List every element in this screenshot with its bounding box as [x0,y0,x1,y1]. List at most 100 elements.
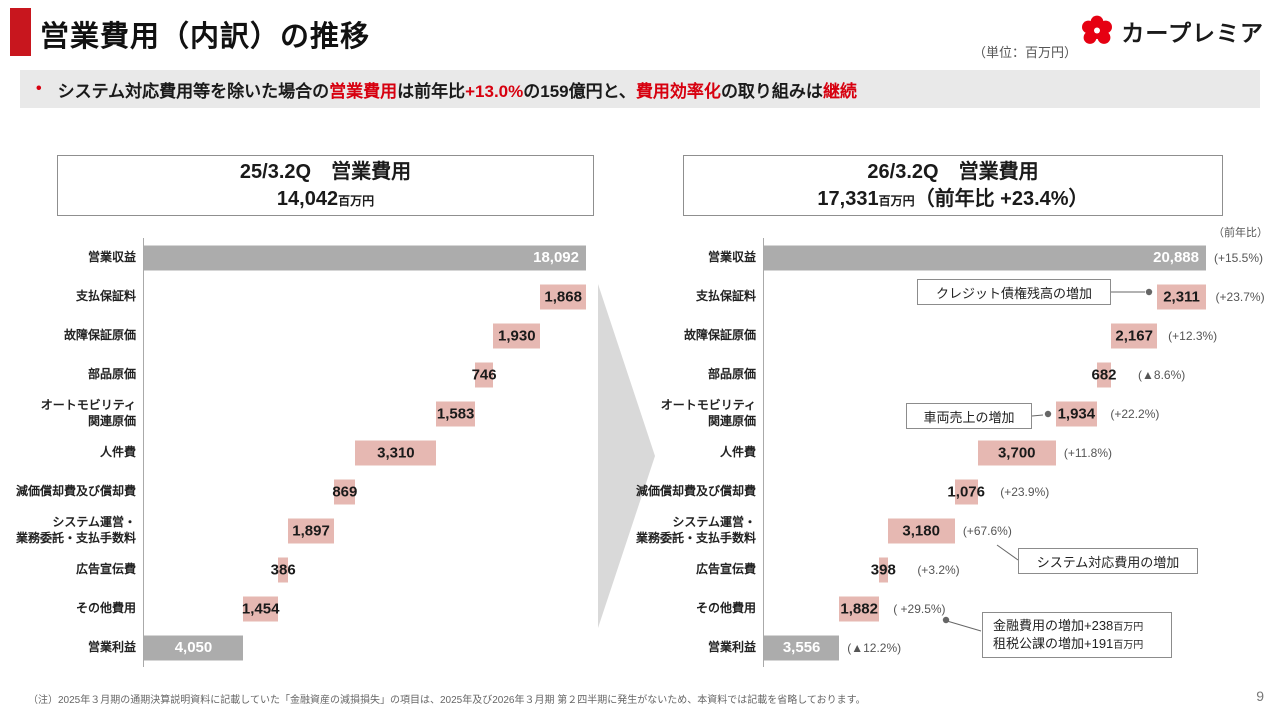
category-label: 支払保証料 [695,288,756,303]
bar-area: 869 [143,472,586,511]
right-total-amount: 17,331 [817,187,879,210]
yoy-label: (+3.2%) [917,562,960,577]
bar-area: 1,454 [143,589,586,628]
yoy-label: (+15.5%) [1214,250,1264,265]
yoy-column-header: （前年比） [1213,227,1268,239]
expense-bar [242,596,279,621]
yoy-label: (▲12.2%) [847,640,902,655]
category-label: 営業収益 [87,249,136,264]
bar-value: 746 [471,366,497,383]
summary-segment: +13.0% [465,81,524,101]
bar-value: 18,092 [533,249,579,266]
bar-value: 20,888 [1153,249,1199,266]
yoy-label: (+23.7%) [1215,289,1265,304]
category-label: 人件費 [99,444,136,459]
right-panel-period: 26/3.2Q 営業費用 [867,160,1039,183]
category-label: 部品原価 [707,366,756,381]
category-label: 支払保証料 [75,288,136,303]
right-total-unit: 百万円 [878,193,915,208]
callout-system-costs: システム対応費用の増加 [1018,548,1198,574]
category-label: 営業利益 [87,639,136,654]
bullet-icon: • [36,80,42,97]
expense-bar [1096,362,1112,387]
summary-segment: の159億円と、 [523,81,636,101]
bar-value: 682 [1091,366,1117,383]
chart-row: 営業利益 4,050 [14,628,586,667]
chart-row: 営業利益 3,556 (▲12.2%) [634,628,1206,667]
bar-value: 3,180 [902,522,940,539]
profit-bar: 4,050 [144,635,243,660]
bar-area: 18,092 [143,238,586,277]
left-total-amount: 14,042 [276,187,339,210]
expense-bar [474,362,494,387]
chart-row: 故障保証原価 1,930 [14,316,586,355]
category-label: システム運営・ 業務委託・支払手数料 [15,514,136,545]
bar-area: 1,897 [143,511,586,550]
profit-bar: 3,556 [764,635,840,660]
chart-row: システム運営・ 業務委託・支払手数料 1,897 [14,511,586,550]
bar-value: 1,934 [1057,405,1096,422]
finance-line2-unit: 百万円 [1113,640,1144,651]
transition-arrow-icon [598,284,655,628]
bar-value: 4,050 [174,639,213,656]
category-label: オートモビリティ 関連原価 [40,397,136,428]
summary-segment: 営業費用 [329,81,398,101]
right-panel-total: 17,331百万円（前年比 +23.4%） [817,187,1088,212]
expense-bar [839,596,880,621]
bar-area: 2,167 (+12.3%) [763,316,1217,355]
category-label: システム運営・ 業務委託・支払手数料 [635,514,756,545]
left-waterfall-chart: 営業収益 18,092 支払保証料 1,868 故障保証原価 1,930 部品原価 746 オー… [14,238,586,667]
chart-row: 減価償却費及び償却費 1,076 (+23.9%) [634,472,1206,511]
finance-line1-text: 金融費用の増加+238 [993,617,1114,633]
unit-note: （単位：百万円） [973,45,1078,60]
yoy-label: (+22.2%) [1110,406,1160,421]
left-panel-title: 25/3.2Q 営業費用 14,042百万円 [57,155,594,216]
bar-area: 386 [143,550,586,589]
callout-finance-line2: 租税公課の増加+191百万円 [993,635,1143,653]
callout-finance-line1: 金融費用の増加+238百万円 [993,617,1143,635]
chart-row: オートモビリティ 関連原価 1,934 (+22.2%) [634,394,1206,433]
bar-value: 1,868 [544,288,582,305]
category-label: オートモビリティ 関連原価 [660,397,756,428]
footnote: （注）2025年３月期の通期決算説明資料に記載していた「金融資産の減損損失」の項… [28,695,866,706]
summary-text: システム対応費用等を除いた場合の営業費用は前年比+13.0%の159億円と、費用… [58,77,857,102]
bar-area: 4,050 [143,628,586,667]
expense-bar [887,518,955,543]
chart-row: オートモビリティ 関連原価 1,583 [14,394,586,433]
bar-area: 1,934 (+22.2%) [763,394,1206,433]
summary-bar: • システム対応費用等を除いた場合の営業費用は前年比+13.0%の159億円と、… [20,70,1260,108]
bar-value: 2,311 [1163,288,1200,305]
chart-row: その他費用 1,454 [14,589,586,628]
chart-row: 人件費 3,700 (+11.8%) [634,433,1206,472]
chart-row: システム運営・ 業務委託・支払手数料 3,180 (+67.6%) [634,511,1206,550]
yoy-label: (+12.3%) [1168,328,1218,343]
page-title: 営業費用（内訳）の推移 [40,21,371,53]
title-accent-bar [10,8,31,56]
bar-area: 1,868 [143,277,586,316]
category-label: 部品原価 [87,366,136,381]
yoy-label: (▲8.6%) [1138,367,1186,382]
bar-value: 1,897 [292,522,330,539]
bar-value: 2,167 [1115,327,1153,344]
expense-bar [954,479,978,504]
bar-area: 746 [143,355,586,394]
category-label: 広告宣伝費 [695,561,756,576]
chart-row: 広告宣伝費 386 [14,550,586,589]
bar-area: 3,310 [143,433,586,472]
category-label: 人件費 [719,444,756,459]
expense-bar [1111,323,1158,348]
expense-bar [977,440,1056,465]
chart-row: 減価償却費及び償却費 869 [14,472,586,511]
bar-value: 1,454 [241,600,280,617]
category-label: 減価償却費及び償却費 [635,483,756,498]
bar-value: 386 [270,561,296,578]
bar-area: 1,076 (+23.9%) [763,472,1206,511]
bar-area: 1,583 [143,394,586,433]
bar-area: 1,930 [143,316,586,355]
yoy-label: (+67.6%) [962,523,1012,538]
page-number: 9 [1256,688,1264,704]
chart-row: 支払保証料 2,311 (+23.7%) [634,277,1265,316]
bar-area: 682 (▲8.6%) [763,355,1206,394]
category-label: 故障保証原価 [63,327,136,342]
chart-row: 支払保証料 1,868 [14,277,586,316]
